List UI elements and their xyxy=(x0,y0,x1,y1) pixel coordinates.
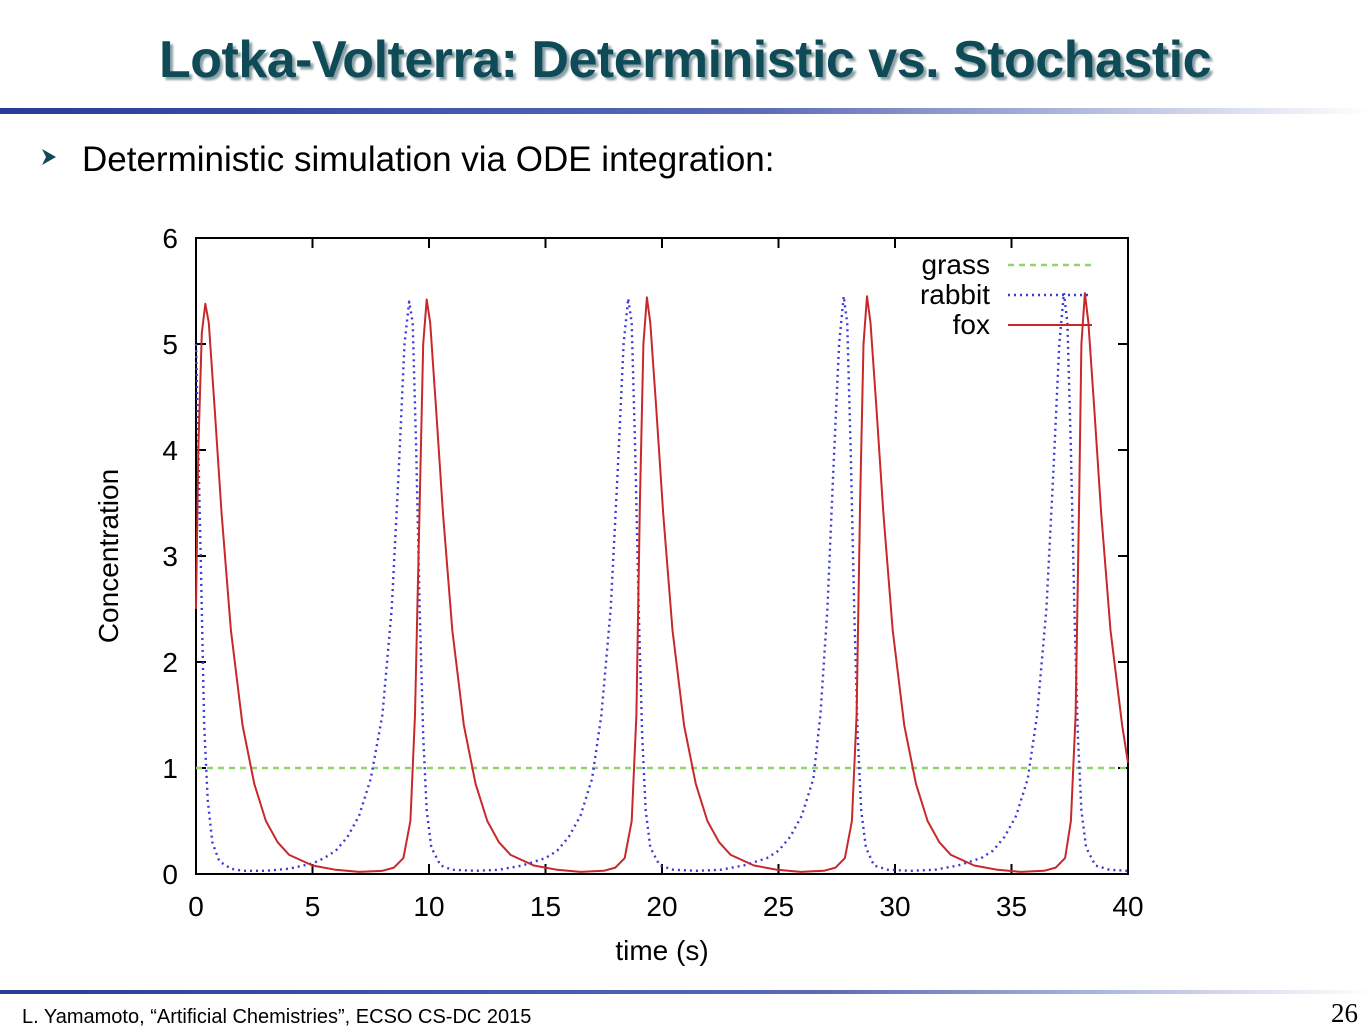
y-tick-label: 3 xyxy=(162,541,178,572)
x-tick-label: 25 xyxy=(763,891,794,922)
legend-label-fox: fox xyxy=(953,309,990,340)
legend-label-rabbit: rabbit xyxy=(920,279,990,310)
x-tick-label: 0 xyxy=(188,891,204,922)
x-tick-label: 10 xyxy=(413,891,444,922)
x-tick-label: 30 xyxy=(879,891,910,922)
y-tick-label: 5 xyxy=(162,329,178,360)
footer-divider xyxy=(0,990,1370,994)
chevron-right-icon xyxy=(38,146,82,175)
bullet-text: Deterministic simulation via ODE integra… xyxy=(82,140,775,179)
slide-title: Lotka-Volterra: Deterministic vs. Stocha… xyxy=(158,31,1212,89)
x-tick-label: 40 xyxy=(1112,891,1143,922)
x-tick-label: 5 xyxy=(305,891,321,922)
y-tick-label: 6 xyxy=(162,223,178,254)
y-tick-label: 0 xyxy=(162,859,178,890)
series-layer xyxy=(194,291,1129,873)
y-axis-label: Concentration xyxy=(93,469,124,643)
title-divider xyxy=(0,108,1370,114)
y-tick-label: 1 xyxy=(162,753,178,784)
legend-label-grass: grass xyxy=(922,249,990,280)
y-tick-label: 4 xyxy=(162,435,178,466)
bullet-item: Deterministic simulation via ODE integra… xyxy=(38,140,774,180)
page-number: 26 xyxy=(1331,998,1358,1028)
series-line-fox xyxy=(195,292,1129,873)
series-line-rabbit xyxy=(194,291,1129,872)
y-tick-label: 2 xyxy=(162,647,178,678)
x-tick-label: 15 xyxy=(530,891,561,922)
footer-citation: L. Yamamoto, “Artificial Chemistries”, E… xyxy=(22,1006,532,1028)
x-tick-label: 35 xyxy=(996,891,1027,922)
axis-ticks: 0 5 10 15 20 25 30 35 40 0 1 2 3 4 5 6 xyxy=(162,223,1143,922)
x-axis-label: time (s) xyxy=(615,935,708,966)
x-tick-label: 20 xyxy=(646,891,677,922)
